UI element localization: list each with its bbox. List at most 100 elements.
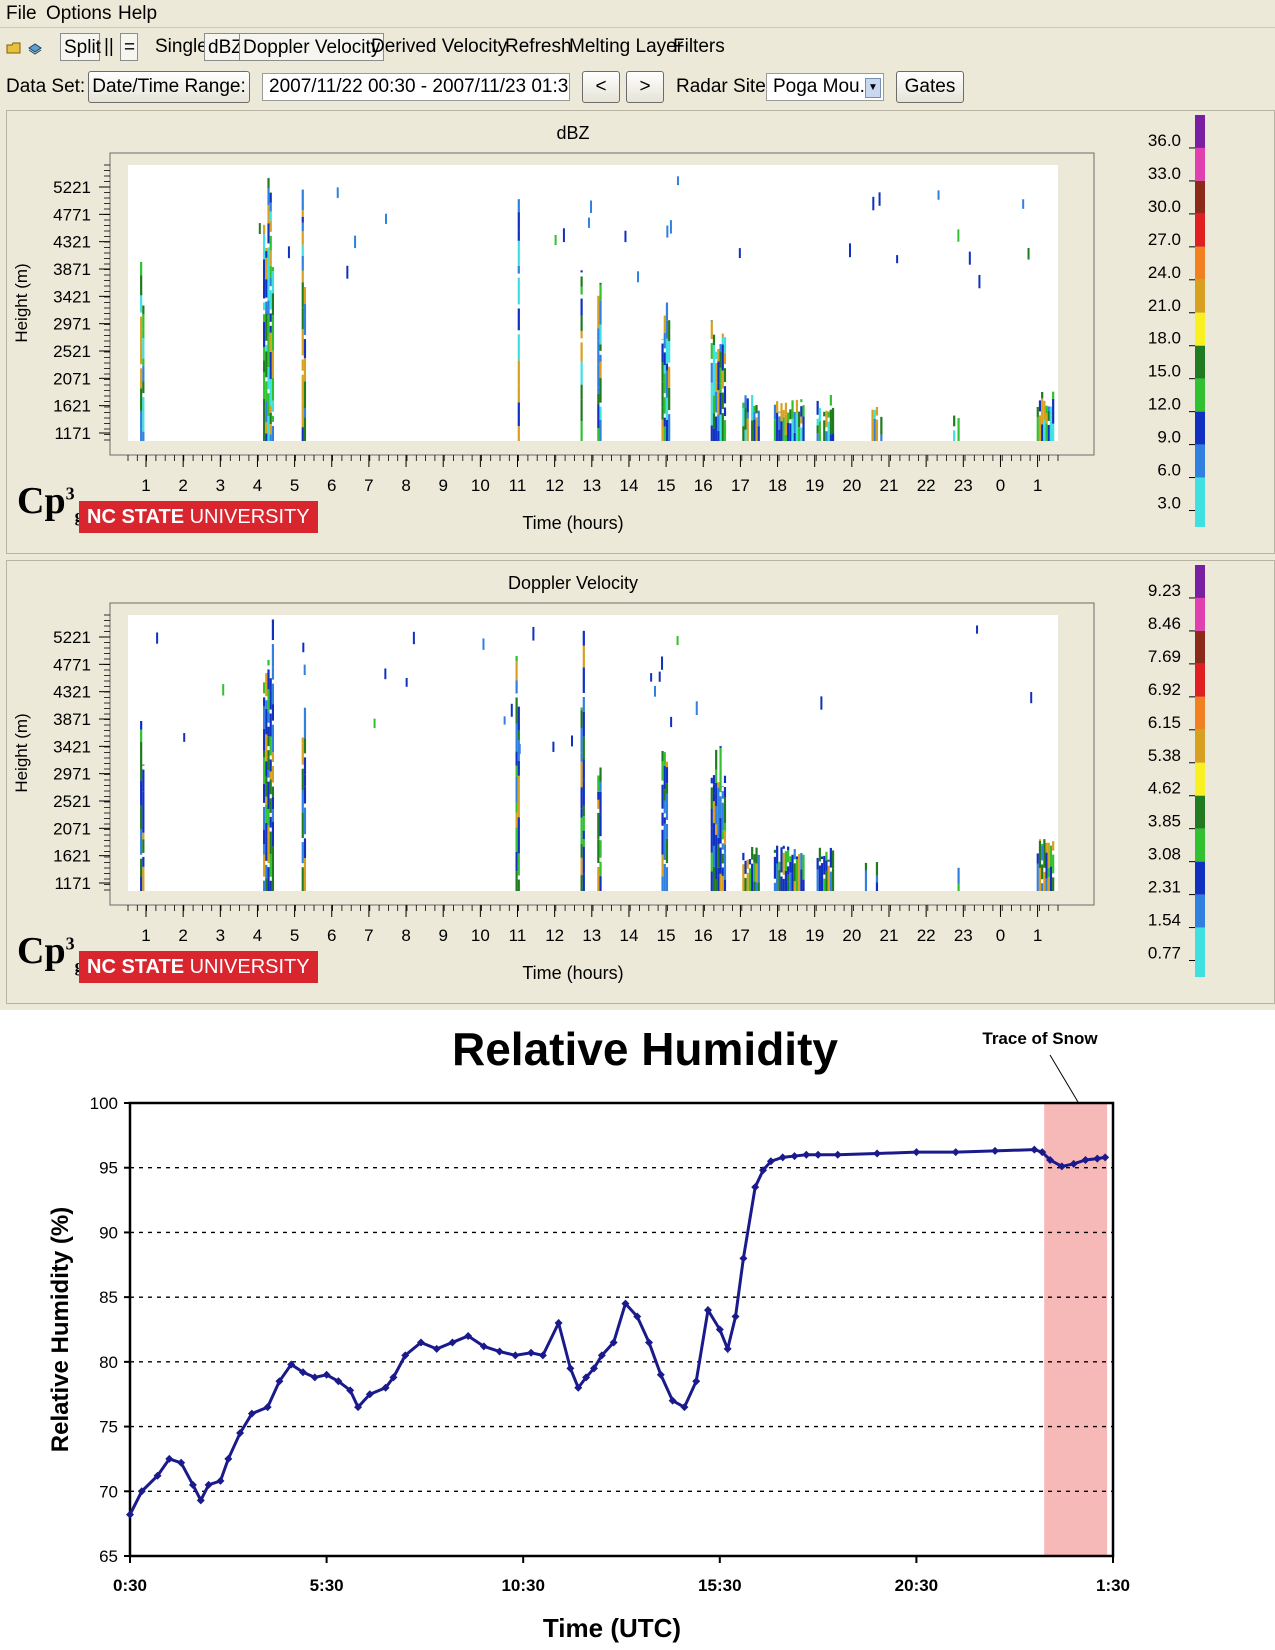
echo-cell [864,870,868,891]
plot-area [128,615,1058,891]
x-tick-label: 17 [731,476,750,495]
open-folder-icon[interactable] [6,39,22,54]
echo-cell [140,368,143,389]
echo-cell [746,418,749,441]
filters-button[interactable]: Filters [673,36,725,57]
echo-cell [802,416,805,441]
echo-cell [1030,692,1033,704]
scale-label: 7.69 [1148,647,1181,666]
date-time-range-button[interactable]: Date/Time Range: [88,71,250,103]
echo-cell [782,852,785,875]
data-point [1101,1153,1110,1162]
echo-cell [267,416,270,441]
single-button[interactable]: Single [155,36,208,57]
echo-cell [780,403,783,422]
echo-cell [269,211,272,221]
doppler-velocity-button[interactable]: Doppler Velocity [239,33,385,61]
echo-cell [676,176,679,186]
data-point [527,1348,536,1357]
echo-cell [715,782,718,800]
data-point [354,1403,363,1412]
echo-cell [721,786,724,788]
echo-cell [793,432,796,441]
echo-cell [789,409,792,420]
data-point [165,1454,174,1463]
echo-cell [265,804,268,823]
previous-button[interactable]: < [582,71,620,103]
x-tick-label: 1:30 [1096,1576,1130,1595]
gates-button[interactable]: Gates [896,71,964,103]
data-point [609,1338,618,1347]
echo-cell [816,857,819,870]
echo-cell [717,390,720,415]
echo-cell [1049,845,1053,867]
menu-help[interactable]: Help [118,3,158,24]
ncsu-logo: NC STATE UNIVERSITY [79,951,318,983]
data-point [416,1338,425,1347]
echo-cell [738,248,741,259]
split-button[interactable]: Split [60,33,101,61]
equals-button[interactable]: = [120,33,138,61]
next-button[interactable]: > [626,71,664,103]
echo-cell [267,223,270,244]
echo-cell [580,843,583,858]
pause-button[interactable]: || [104,36,114,57]
echo-cell [271,293,275,316]
echo-cell [717,787,720,802]
echo-cell [263,314,266,322]
melting-layer-button[interactable]: Melting Layer [569,36,684,57]
echo-cell [719,796,722,818]
echo-cell [267,337,270,357]
echo-cell [1038,415,1042,441]
echo-cell [755,882,758,891]
refresh-button[interactable]: Refresh [505,36,572,57]
echo-cell [303,381,307,409]
echo-cell [301,737,304,744]
echo-cell [265,761,268,777]
radar-site-select[interactable]: Poga Mou... ▼ [766,73,884,101]
x-tick-label: 1 [1033,476,1042,495]
dataset-row: Data Set: Date/Time Range: 2007/11/22 00… [0,70,1275,106]
save-layers-icon[interactable] [27,39,43,55]
scale-label: 2.31 [1148,878,1181,897]
menu-options[interactable]: Options [46,3,112,24]
echo-cell [751,394,754,421]
echo-cell [715,834,718,859]
data-point [589,1364,598,1373]
x-tick-label: 1 [141,926,150,945]
x-axis-label: Time (UTC) [543,1613,681,1643]
derived-velocity-button[interactable]: Derived Velocity [371,36,508,57]
echo-cell [269,277,272,287]
echo-cell [880,434,883,441]
echo-cell [798,854,801,864]
color-scale-segment [1195,663,1205,697]
echo-cell [263,416,266,441]
echo-cell [140,350,143,365]
date-range-field[interactable]: 2007/11/22 00:30 - 2007/11/23 01:30 [262,73,570,101]
echo-cell [744,867,747,874]
echo-cell [599,324,602,345]
echo-cell [301,743,304,765]
echo-cell [776,863,779,891]
echo-cell [597,775,600,792]
echo-cell [721,337,724,345]
echo-cell [715,362,718,383]
color-scale-segment [1195,861,1205,895]
echo-cell [721,344,724,360]
chevron-down-icon[interactable]: ▼ [865,78,881,98]
echo-cell [663,840,666,860]
echo-cell [757,410,760,427]
echo-cell [661,419,664,441]
echo-cell [712,369,716,396]
echo-cell [719,817,722,844]
menu-file[interactable]: File [6,3,37,24]
echo-cell [744,860,747,868]
echo-cell [800,406,803,417]
echo-cell [712,413,716,429]
echo-cell [712,428,716,441]
echo-cell [663,397,666,414]
y-tick-label: 5221 [53,178,91,197]
echo-cell [787,422,790,441]
echo-cell [661,750,664,762]
data-point [1046,1155,1055,1164]
